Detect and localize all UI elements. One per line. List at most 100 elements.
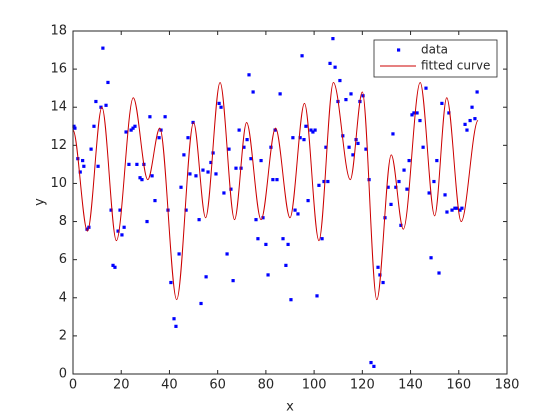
data-point (300, 54, 304, 58)
data-point (376, 265, 380, 269)
data-point (177, 252, 181, 256)
y-tick-label: 6 (59, 252, 67, 267)
data-point (313, 128, 317, 132)
data-point (89, 147, 93, 151)
data-point (429, 256, 433, 260)
data-point (386, 185, 390, 189)
data-point (405, 187, 409, 191)
data-point (344, 98, 348, 102)
data-point (242, 145, 246, 149)
data-point (206, 170, 210, 174)
data-point (381, 280, 385, 285)
data-point (237, 128, 241, 132)
data-point (286, 242, 290, 247)
data-point (227, 147, 231, 151)
data-point (309, 128, 313, 132)
data-point (293, 208, 297, 212)
data-point (424, 86, 428, 90)
data-point (356, 141, 360, 146)
y-tick-label: 4 (59, 290, 67, 305)
data-point (372, 364, 376, 368)
data-point (273, 128, 277, 132)
data-point (72, 124, 76, 128)
data-point (427, 191, 431, 195)
data-point (333, 65, 337, 69)
data-point (129, 128, 133, 132)
data-point (85, 227, 89, 231)
data-point (320, 237, 324, 241)
axes-box (72, 30, 508, 375)
legend-label: data (421, 43, 448, 57)
data-point (138, 176, 142, 180)
data-point (275, 178, 279, 182)
data-point (291, 136, 295, 140)
data-point (188, 172, 192, 176)
data-point (148, 115, 152, 119)
data-point (349, 92, 353, 96)
x-tick-label: 140 (398, 378, 423, 393)
y-tick-label: 16 (50, 62, 67, 77)
data-point (153, 198, 157, 203)
x-tick-label: 80 (258, 378, 275, 393)
data-point (266, 273, 270, 277)
data-point (311, 130, 315, 134)
data-point (111, 263, 115, 267)
x-tick-label: 40 (161, 378, 178, 393)
data-point (92, 124, 96, 128)
data-point (201, 168, 205, 172)
data-point (133, 124, 137, 128)
data-point (106, 80, 110, 85)
data-point (99, 105, 103, 109)
data-point (264, 242, 268, 247)
data-point (124, 130, 128, 134)
y-tick-label: 8 (59, 214, 67, 229)
data-point (122, 225, 126, 229)
data-point (445, 210, 449, 214)
data-point (109, 208, 113, 212)
data-point (247, 73, 251, 77)
data-point (397, 179, 401, 184)
data-point (391, 132, 395, 136)
data-point (447, 111, 451, 115)
data-point (116, 229, 120, 233)
data-point (468, 118, 472, 123)
data-point (443, 193, 447, 197)
data-point (298, 136, 302, 140)
data-point (113, 265, 117, 269)
data-point (399, 223, 403, 227)
data-point (458, 208, 462, 212)
data-point (209, 160, 213, 165)
data-point (249, 157, 253, 161)
data-point (284, 263, 288, 267)
data-point (418, 118, 422, 123)
data-point (261, 216, 265, 220)
data-point (351, 153, 355, 157)
data-point (140, 178, 144, 182)
x-tick-label: 120 (350, 378, 375, 393)
legend-box (373, 39, 498, 78)
data-point (470, 105, 474, 109)
data-point (432, 179, 436, 184)
data-point (101, 46, 105, 50)
data-point (450, 208, 454, 212)
data-point (440, 101, 444, 106)
x-tick-label: 160 (446, 378, 471, 393)
data-point (179, 185, 183, 189)
data-point (361, 94, 365, 98)
data-point (389, 202, 393, 207)
data-point (78, 170, 82, 174)
data-point (453, 206, 457, 210)
data-point (118, 208, 122, 212)
data-point (96, 164, 100, 168)
data-point (251, 90, 255, 94)
data-point (289, 298, 293, 302)
data-point (369, 360, 373, 365)
data-point (120, 233, 124, 237)
data-point (328, 61, 332, 65)
data-point (214, 172, 218, 176)
data-point (222, 191, 226, 195)
data-point (131, 126, 135, 130)
data-point (234, 166, 238, 170)
data-point (455, 206, 459, 210)
